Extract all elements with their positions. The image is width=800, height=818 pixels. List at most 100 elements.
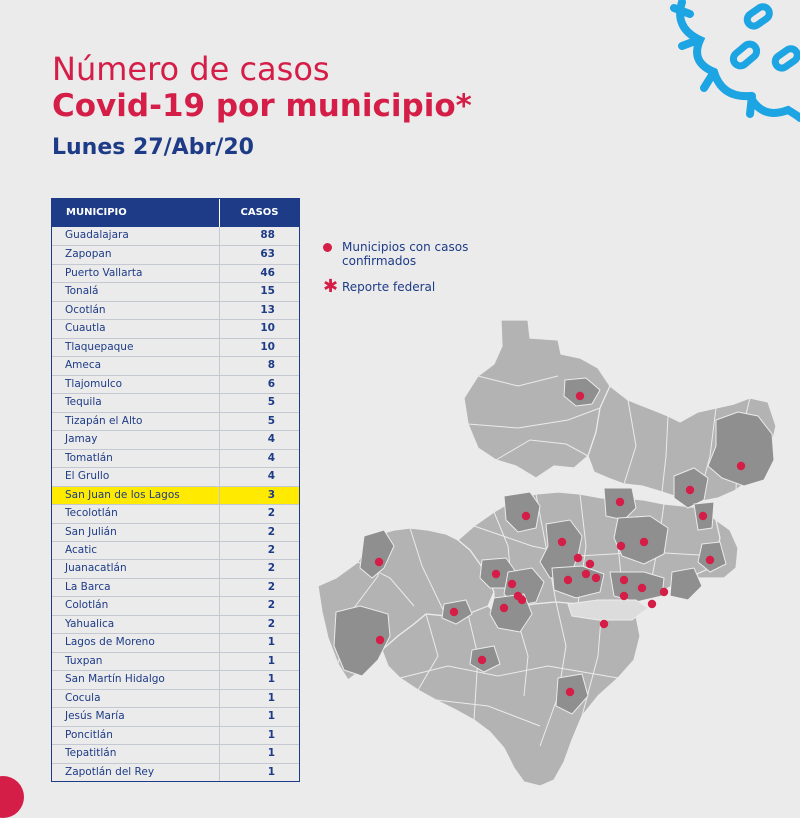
case-marker: [477, 655, 487, 665]
case-marker: [639, 537, 649, 547]
casos-cell: 2: [267, 507, 275, 520]
legend-confirmed-label: Municipios con casos confirmados: [342, 240, 469, 268]
title-line-2: Covid-19 por municipio*: [52, 88, 472, 124]
case-marker: [659, 587, 669, 597]
case-marker: [647, 599, 657, 609]
lake-chapala: [567, 599, 649, 621]
case-marker: [573, 553, 583, 563]
case-marker: [581, 569, 591, 579]
municipio-cell: Ameca: [52, 357, 220, 375]
case-marker: [491, 569, 501, 579]
cases-table: MUNICIPIO CASOS Guadalajara 88 Zapopan 63 Pu…: [51, 198, 300, 783]
municipio-cell: Juanacatlán: [52, 560, 220, 578]
municipio-cell: Lagos de Moreno: [52, 634, 220, 652]
table-row: Tonalá 15: [52, 282, 299, 301]
table-row: Zapotlán del Rey 1: [52, 762, 299, 782]
legend-confirmed: Municipios con casos confirmados: [323, 240, 482, 268]
date-subtitle: Lunes 27/Abr/20: [52, 135, 254, 160]
municipio-cell: San Juan de los Lagos: [52, 486, 220, 505]
casos-cell: 5: [267, 396, 275, 409]
casos-cell: 88: [260, 229, 275, 241]
casos-cell: 2: [267, 580, 275, 593]
legend-federal-label: Reporte federal: [342, 280, 436, 294]
table-row: Ocotlán 13: [52, 300, 299, 320]
casos-cell: 63: [260, 248, 275, 261]
casos-cell: 13: [260, 303, 275, 316]
corner-decoration: [0, 776, 24, 818]
casos-cell: 3: [267, 488, 275, 501]
municipio-cell: Tlaquepaque: [52, 338, 220, 357]
map-case-municipios: [333, 377, 775, 715]
case-marker: [449, 607, 459, 617]
case-marker: [563, 575, 573, 585]
casos-cell: 2: [267, 617, 275, 630]
header-municipio: MUNICIPIO: [52, 199, 220, 227]
municipio-cell: San Julián: [52, 523, 220, 541]
municipio-cell: Jesús María: [52, 708, 220, 726]
case-marker: [507, 579, 517, 589]
municipio-cell: Tizapán el Alto: [52, 412, 220, 431]
casos-cell: 4: [267, 433, 275, 446]
case-marker: [521, 511, 531, 521]
asterisk-icon: ✱: [323, 276, 339, 297]
table-row: Juanacatlán 2: [52, 559, 299, 578]
table-row: Tuxpan 1: [52, 651, 299, 671]
casos-cell: 10: [260, 340, 275, 353]
casos-cell: 2: [267, 525, 275, 538]
municipio-cell: Tuxpan: [52, 652, 220, 671]
casos-cell: 1: [267, 654, 275, 667]
case-marker: [375, 635, 385, 645]
municipio-cell: Acatic: [52, 541, 220, 560]
casos-cell: 8: [267, 359, 275, 372]
casos-cell: 1: [267, 728, 275, 741]
municipio-cell: Cocula: [52, 689, 220, 708]
table-row: Jamay 4: [52, 430, 299, 449]
case-marker: [585, 559, 595, 569]
case-marker: [575, 391, 585, 401]
table-body: Guadalajara 88 Zapopan 63 Puerto Vallarta 46 T…: [52, 227, 299, 782]
casos-cell: 2: [267, 599, 275, 612]
municipio-cell: Puerto Vallarta: [52, 264, 220, 283]
header-casos: CASOS: [240, 207, 279, 218]
table-row: San Juan de los Lagos 3: [52, 485, 299, 505]
municipio-cell: Guadalajara: [52, 227, 220, 246]
casos-cell: 15: [260, 285, 275, 298]
case-marker: [736, 461, 746, 471]
case-marker: [619, 575, 629, 585]
table-row: San Martín Hidalgo 1: [52, 670, 299, 689]
casos-cell: 46: [260, 266, 275, 279]
case-marker: [499, 603, 509, 613]
casos-cell: 4: [267, 451, 275, 464]
table-row: La Barca 2: [52, 577, 299, 597]
municipio-cell: Ocotlán: [52, 301, 220, 320]
case-marker: [616, 541, 626, 551]
case-marker: [374, 557, 384, 567]
legend-federal: ✱ Reporte federal: [323, 276, 482, 297]
municipio-cell: San Martín Hidalgo: [52, 671, 220, 689]
case-marker: [705, 555, 715, 565]
casos-cell: 1: [267, 691, 275, 704]
table-row: Lagos de Moreno 1: [52, 633, 299, 652]
table-row: Guadalajara 88: [52, 227, 299, 246]
table-row: Zapopan 63: [52, 245, 299, 264]
casos-cell: 10: [260, 322, 275, 335]
map-legend: Municipios con casos confirmados ✱ Repor…: [323, 240, 482, 306]
table-row: San Julián 2: [52, 522, 299, 541]
table-row: Tomatlán 4: [52, 448, 299, 468]
case-marker: [637, 583, 647, 593]
municipio-cell: Zapotlán del Rey: [52, 763, 220, 782]
municipio-cell: Colotlán: [52, 597, 220, 615]
case-marker: [557, 537, 567, 547]
table-row: Tepatitlán 1: [52, 744, 299, 763]
table-row: Yahualica 2: [52, 614, 299, 634]
municipio-cell: Yahualica: [52, 615, 220, 634]
jalisco-map: [318, 319, 777, 787]
municipio-cell: Cuautla: [52, 320, 220, 338]
table-row: Jesús María 1: [52, 707, 299, 726]
case-marker: [698, 511, 708, 521]
table-row: Tecolotlán 2: [52, 504, 299, 523]
dot-icon: [323, 243, 332, 252]
casos-cell: 1: [267, 673, 275, 686]
table-row: Poncitlán 1: [52, 725, 299, 745]
municipio-cell: Tlajomulco: [52, 375, 220, 394]
